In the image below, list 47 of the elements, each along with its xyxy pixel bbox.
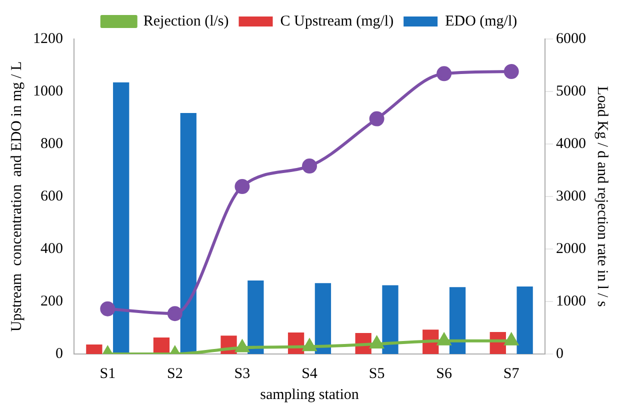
y-tick-label: 1000 xyxy=(33,83,63,100)
x-tick-label: S3 xyxy=(234,366,250,382)
point xyxy=(236,340,249,352)
y-tick-label: 1200 xyxy=(33,30,63,47)
bar xyxy=(153,337,170,354)
y-tick-label: 400 xyxy=(40,240,63,257)
point xyxy=(504,333,518,346)
x-axis-title: sampling station xyxy=(260,386,360,403)
bar xyxy=(113,82,130,354)
x-tick-label: S7 xyxy=(503,366,520,382)
y2-tick-label: 4000 xyxy=(556,136,586,152)
x-tick-label: S1 xyxy=(100,366,116,382)
y-tick-label: 0 xyxy=(56,346,63,362)
y-axis-title: Upstream concentration and EDO in mg / L xyxy=(8,61,25,332)
y2-axis-title: Load Kg / d and rejection rate in l / s xyxy=(594,86,610,308)
bar xyxy=(314,283,332,354)
y2-tick-label: 1000 xyxy=(556,293,586,310)
point xyxy=(369,111,384,126)
x-tick-label: S2 xyxy=(167,366,183,382)
y2-tick-label: 2000 xyxy=(556,240,586,257)
bar xyxy=(382,285,398,354)
point xyxy=(370,336,384,349)
y2-tick-label: 5000 xyxy=(556,83,586,100)
point xyxy=(302,339,316,352)
y2-tick-label: 3000 xyxy=(556,188,586,204)
bar xyxy=(180,113,196,354)
point xyxy=(100,301,116,316)
bar xyxy=(516,286,533,354)
legend-label: EDO (mg/l) xyxy=(445,13,518,30)
point xyxy=(437,333,451,346)
y2-tick-label: 0 xyxy=(556,346,564,362)
point xyxy=(234,179,250,194)
legend-label: C Upstream (mg/l) xyxy=(280,13,394,30)
point xyxy=(302,158,317,174)
y-tick-label: 600 xyxy=(40,188,63,204)
point xyxy=(504,64,519,80)
y2-tick-label: 6000 xyxy=(556,30,586,47)
legend-label: Rejection (l/s) xyxy=(143,13,229,30)
x-tick-label: S5 xyxy=(368,366,385,382)
y-tick-label: 800 xyxy=(40,136,63,152)
bar xyxy=(248,280,264,354)
point xyxy=(436,66,452,82)
bar xyxy=(449,287,466,354)
x-tick-label: S4 xyxy=(302,366,318,382)
point xyxy=(167,306,182,322)
y-tick-label: 200 xyxy=(40,293,63,310)
x-tick-label: S6 xyxy=(436,366,452,382)
